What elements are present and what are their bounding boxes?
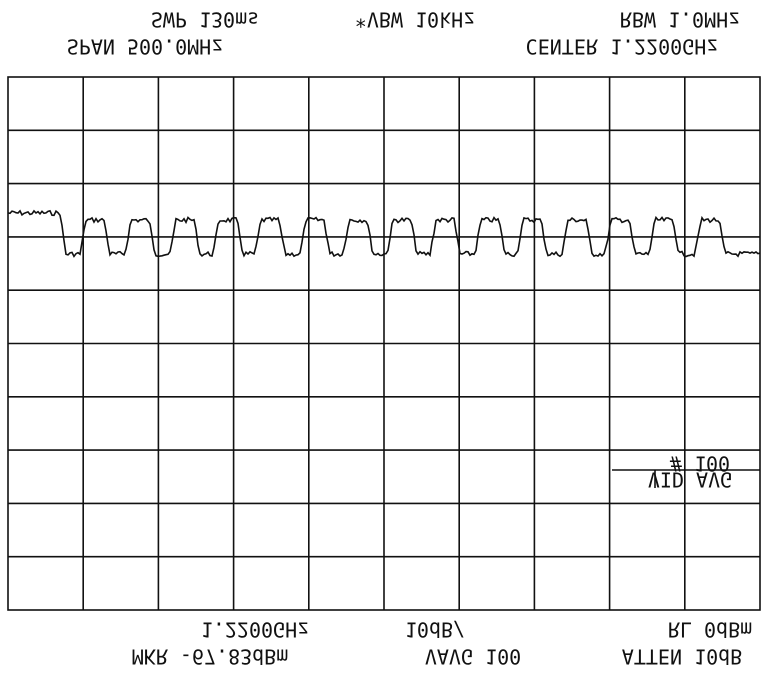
marker-level: MKR -67.83dBm <box>132 645 289 669</box>
marker-frequency: 1.2200GHz <box>201 618 309 642</box>
video-average: VAVG 100 <box>425 645 521 669</box>
span: SPAN 500.0MHz <box>67 35 224 59</box>
vid-avg: VID AVG <box>648 468 732 492</box>
video-bandwidth: *VBW 10kHz <box>355 8 475 32</box>
center-frequency: CENTER 1.2200GHz <box>526 35 719 59</box>
trace <box>7 209 761 258</box>
attenuation: ATTEN 10dB <box>622 645 742 669</box>
sweep-time: SWP 130ms <box>151 8 259 32</box>
avg-count: # 100 <box>670 452 730 476</box>
reference-level: RL 0dBm <box>668 618 752 642</box>
scale: 10dB/ <box>405 618 465 642</box>
resolution-bandwidth: RBW 1.0MHz <box>620 8 740 32</box>
graticule <box>8 77 760 610</box>
